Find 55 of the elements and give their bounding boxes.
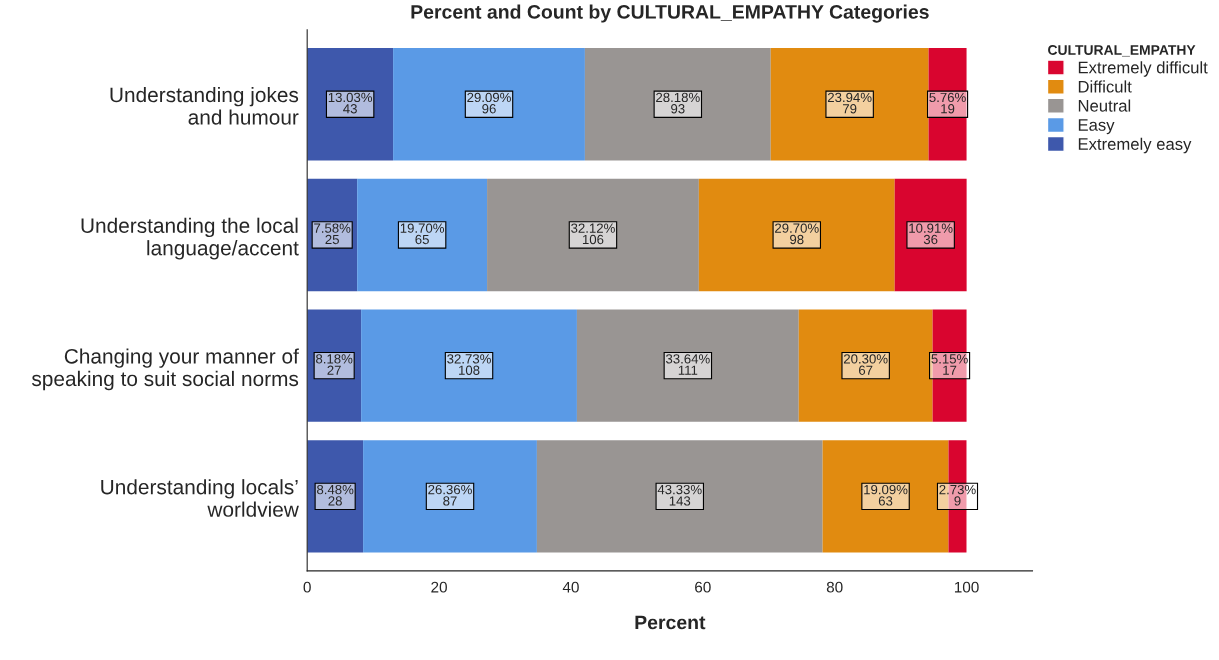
- data-label: 20.30% 67: [843, 354, 888, 375]
- data-label: 8.18% 27: [316, 354, 353, 375]
- data-label: 8.48% 28: [317, 484, 354, 506]
- data-label: 7.58% 25: [314, 223, 351, 245]
- data-label: 13.03% 43: [328, 92, 373, 114]
- y-tick-label: Understanding locals’ worldview: [101, 479, 299, 517]
- x-tick-label: 0: [303, 581, 311, 593]
- data-label: 29.70% 98: [775, 223, 819, 245]
- data-label: 26.36% 87: [428, 484, 472, 506]
- bar: [584, 48, 771, 161]
- data-label: 5.76% 19: [929, 92, 966, 114]
- bar: [770, 48, 929, 161]
- bar: [698, 178, 895, 292]
- data-label: 10.91% 36: [909, 223, 953, 245]
- bar: [576, 309, 799, 422]
- data-label: 32.12% 106: [571, 223, 615, 245]
- bar: [307, 440, 364, 553]
- legend-title: CULTURAL_EMPATHY: [1048, 45, 1196, 57]
- data-label: 5.15% 17: [931, 354, 968, 375]
- data-label: 2.73% 9: [939, 484, 976, 506]
- data-label: 33.64% 111: [665, 354, 710, 375]
- x-tick-label: 100: [954, 581, 979, 593]
- data-label: 19.09% 63: [864, 484, 908, 506]
- bar: [487, 178, 699, 292]
- bar: [357, 178, 488, 292]
- y-tick-label: Changing your manner of speaking to suit social norms: [31, 348, 299, 391]
- y-tick-label: Understanding jokes and humour: [110, 86, 299, 125]
- chart-title: Percent and Count by CULTURAL_EMPATHY Categories: [411, 4, 929, 23]
- bar: [307, 48, 394, 161]
- data-label: 28.18% 93: [656, 92, 700, 114]
- bar: [307, 178, 358, 292]
- bar: [393, 48, 585, 161]
- data-label: 23.94% 79: [827, 92, 872, 114]
- data-label: 43.33% 143: [657, 484, 702, 506]
- data-label: 19.70% 65: [400, 223, 445, 245]
- bar: [361, 309, 577, 422]
- x-tick-label: 80: [826, 581, 843, 593]
- legend-label: Easy: [1078, 119, 1115, 135]
- x-tick-label: 20: [431, 581, 447, 593]
- bar: [307, 309, 362, 422]
- bar: [363, 440, 537, 553]
- x-axis-title: Percent: [635, 615, 706, 630]
- x-tick-label: 60: [695, 581, 711, 593]
- legend-label: Extremely difficult: [1078, 61, 1208, 77]
- bar: [894, 178, 967, 292]
- y-tick-label: Understanding the local language/accent: [81, 217, 299, 260]
- x-tick-label: 40: [562, 581, 579, 593]
- bar: [928, 48, 967, 161]
- bar: [536, 440, 823, 553]
- data-label: 29.09% 96: [467, 92, 511, 114]
- legend-label: Neutral: [1078, 99, 1131, 112]
- data-label: 32.73% 108: [447, 354, 491, 375]
- bar: [798, 309, 933, 422]
- legend-label: Difficult: [1078, 80, 1132, 93]
- legend-label: Extremely easy: [1078, 137, 1192, 154]
